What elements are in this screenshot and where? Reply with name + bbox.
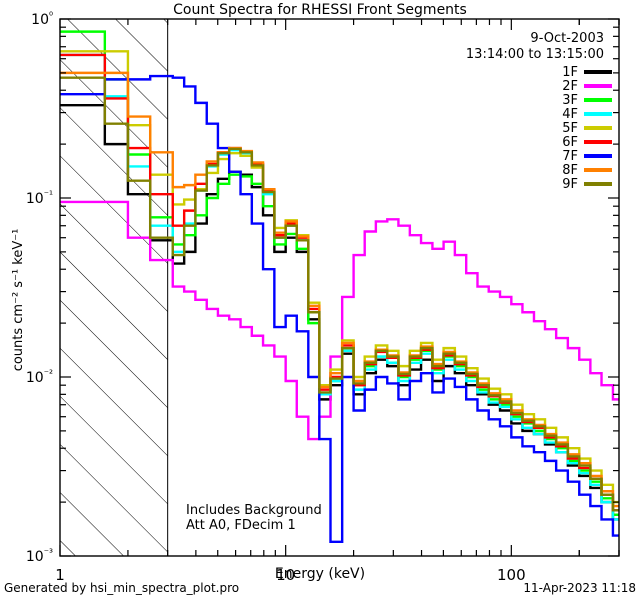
footer-generator-text: Generated by hsi_min_spectra_plot.pro: [4, 581, 239, 595]
x-axis-label: Energy (keV): [275, 566, 365, 582]
x-tick-label: 100: [497, 566, 526, 584]
plot-annotation: Includes Background: [186, 503, 322, 518]
observation-date-label: 9-Oct-2003: [530, 31, 604, 46]
legend-label-9f: 9F: [562, 177, 578, 192]
y-axis-ticks: [60, 18, 619, 557]
legend-label-8f: 8F: [562, 163, 578, 178]
y-tick-exponent: ⁻¹: [44, 190, 53, 201]
y-tick-exponent: ⁻³: [44, 548, 53, 559]
y-tick-base: 10: [26, 191, 44, 207]
series-line-7f: [60, 74, 619, 544]
series-line-9f: [60, 76, 619, 512]
y-tick-label: 10⁰: [31, 11, 53, 29]
x-tick-label: 1: [55, 566, 65, 584]
y-tick-label: 10⁻²: [26, 369, 53, 387]
x-axis-ticks: [59, 19, 620, 556]
legend-label-4f: 4F: [562, 107, 578, 122]
excluded-energy-hatch-region: [60, 19, 168, 556]
legend-label-5f: 5F: [562, 121, 578, 136]
legend-label-7f: 7F: [562, 149, 578, 164]
observation-time-label: 13:14:00 to 13:15:00: [466, 47, 604, 62]
plot-frame: [59, 18, 620, 557]
x-tick-label: 10: [276, 566, 295, 584]
y-axis-label: counts cm⁻² s⁻¹ keV⁻¹: [11, 229, 26, 372]
y-tick-label: 10⁻³: [26, 548, 53, 566]
series-line-2f: [60, 200, 619, 441]
legend-label-1f: 1F: [562, 65, 578, 80]
y-tick-exponent: ⁰: [49, 11, 53, 22]
legend: [584, 70, 612, 186]
legend-label-2f: 2F: [562, 79, 578, 94]
y-tick-base: 10: [26, 549, 44, 565]
y-tick-base: 10: [26, 370, 44, 386]
data-curves: [60, 30, 619, 544]
y-tick-exponent: ⁻²: [44, 369, 53, 380]
y-tick-base: 10: [31, 12, 49, 28]
y-tick-label: 10⁻¹: [26, 190, 53, 208]
legend-label-3f: 3F: [562, 93, 578, 108]
legend-label-6f: 6F: [562, 135, 578, 150]
chart-title: Count Spectra for RHESSI Front Segments: [173, 2, 467, 18]
plot-annotation: Att A0, FDecim 1: [186, 518, 296, 533]
footer-timestamp: 11-Apr-2023 11:18: [523, 581, 636, 595]
